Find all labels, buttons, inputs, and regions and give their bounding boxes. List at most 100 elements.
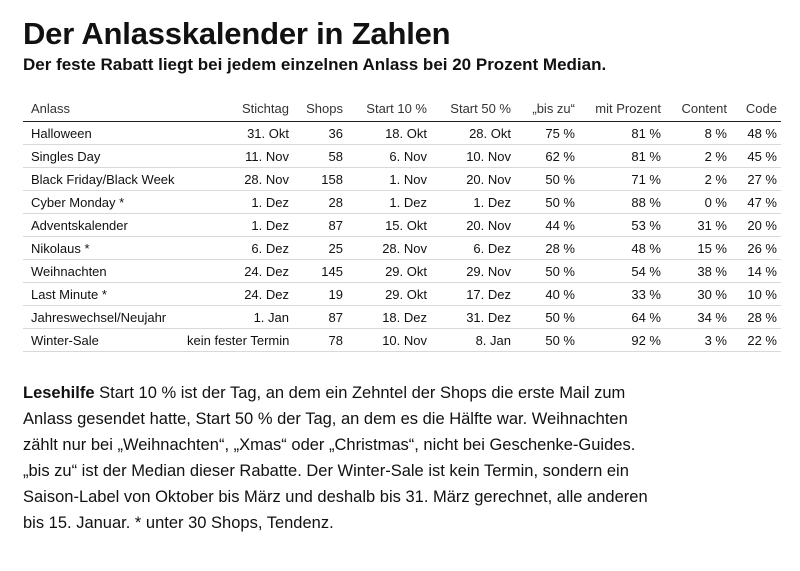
occasion-table: Anlass Stichtag Shops Start 10 % Start 5… [23, 97, 781, 352]
table-cell: 22 % [731, 328, 781, 352]
table-cell: 1. Nov [347, 167, 431, 191]
page-title: Der Anlasskalender in Zahlen [23, 16, 451, 51]
table-cell: 47 % [731, 190, 781, 214]
table-cell: 29. Okt [347, 282, 431, 306]
table-cell: 71 % [579, 167, 665, 191]
table-cell: 75 % [515, 121, 579, 145]
table-cell: 38 % [665, 259, 731, 283]
table-cell: 36 [293, 121, 347, 145]
table-cell: 29. Nov [431, 259, 515, 283]
table-cell: Jahreswechsel/Neujahr [23, 305, 183, 329]
table-cell: 20. Nov [431, 167, 515, 191]
table-cell: Cyber Monday * [23, 190, 183, 214]
table-row: Halloween 31. Okt 36 18. Okt 28. Okt 75 % 81 %… [23, 121, 781, 145]
table-cell: 50 % [515, 305, 579, 329]
table-cell: 24. Dez [183, 259, 293, 283]
column-header-start-50: Start 50 % [431, 97, 515, 122]
table-cell: 2 % [665, 167, 731, 191]
table-cell: kein fester Termin [183, 328, 293, 352]
table-cell: 45 % [731, 144, 781, 168]
table-cell: 10. Nov [347, 328, 431, 352]
column-header-content: Content [665, 97, 731, 122]
table-cell: 31. Dez [431, 305, 515, 329]
table-cell: 88 % [579, 190, 665, 214]
table-cell: Adventskalender [23, 213, 183, 237]
table-row: Adventskalender 1. Dez 87 15. Okt 20. Nov 44 … [23, 213, 781, 237]
table-cell: 28. Nov [347, 236, 431, 260]
table-cell: 28 [293, 190, 347, 214]
table-cell: 24. Dez [183, 282, 293, 306]
table-cell: 1. Dez [431, 190, 515, 214]
table-cell: 145 [293, 259, 347, 283]
table-cell: 50 % [515, 328, 579, 352]
table-cell: 2 % [665, 144, 731, 168]
table-cell: 15. Okt [347, 213, 431, 237]
table-cell: 81 % [579, 144, 665, 168]
table-cell: 40 % [515, 282, 579, 306]
table-row: Nikolaus * 6. Dez 25 28. Nov 6. Dez 28 % 48 % 1… [23, 236, 781, 260]
column-header-code: Code [731, 97, 781, 122]
table-row: Singles Day 11. Nov 58 6. Nov 10. Nov 62 % 81 … [23, 144, 781, 168]
table-cell: Nikolaus * [23, 236, 183, 260]
table-cell: 10 % [731, 282, 781, 306]
table-cell: 14 % [731, 259, 781, 283]
table-cell: 8 % [665, 121, 731, 145]
table-cell: 53 % [579, 213, 665, 237]
table-cell: 31 % [665, 213, 731, 237]
table-cell: 10. Nov [431, 144, 515, 168]
table-cell: 28. Nov [183, 167, 293, 191]
table-cell: 6. Nov [347, 144, 431, 168]
table-row: Black Friday/Black Week 28. Nov 158 1. Nov 2… [23, 167, 781, 191]
table-cell: 1. Dez [183, 213, 293, 237]
table-cell: 15 % [665, 236, 731, 260]
table-cell: Winter‑Sale [23, 328, 183, 352]
table-cell: 26 % [731, 236, 781, 260]
table-cell: 44 % [515, 213, 579, 237]
table-cell: 1. Dez [183, 190, 293, 214]
table-cell: 33 % [579, 282, 665, 306]
table-cell: 58 [293, 144, 347, 168]
table-cell: 1. Dez [347, 190, 431, 214]
reading-help-label: Lesehilfe [23, 384, 95, 402]
table-row: Jahreswechsel/Neujahr 1. Jan 87 18. Dez 31. … [23, 305, 781, 329]
table-cell: 81 % [579, 121, 665, 145]
reading-help-text: Start 10 % ist der Tag, an dem ein Zehnt… [23, 384, 648, 532]
table-cell: 28 % [731, 305, 781, 329]
table-row: Cyber Monday * 1. Dez 28 1. Dez 1. Dez 50 % 88… [23, 190, 781, 214]
table-cell: 87 [293, 213, 347, 237]
column-header-stichtag: Stichtag [183, 97, 293, 122]
table-cell: 29. Okt [347, 259, 431, 283]
table-cell: 158 [293, 167, 347, 191]
reading-help: Lesehilfe Start 10 % ist der Tag, an dem… [23, 380, 663, 536]
table-cell: 28. Okt [431, 121, 515, 145]
table-body: Halloween 31. Okt 36 18. Okt 28. Okt 75 % 81 %… [23, 121, 781, 352]
page-subtitle: Der feste Rabatt liegt bei jedem einzeln… [23, 55, 607, 74]
table-cell: Singles Day [23, 144, 183, 168]
page: Der Anlasskalender in Zahlen Der feste R… [23, 14, 781, 532]
table-cell: 6. Dez [183, 236, 293, 260]
column-header-anlass: Anlass [23, 97, 183, 122]
table-row: Winter‑Sale kein fester Termin 78 10. Nov 8.… [23, 328, 781, 352]
table-cell: Halloween [23, 121, 183, 145]
table-cell: 25 [293, 236, 347, 260]
table-cell: 28 % [515, 236, 579, 260]
table-cell: 8. Jan [431, 328, 515, 352]
table-cell: 92 % [579, 328, 665, 352]
table-cell: 78 [293, 328, 347, 352]
table-cell: 1. Jan [183, 305, 293, 329]
table-cell: 50 % [515, 190, 579, 214]
table-row: Weihnachten 24. Dez 145 29. Okt 29. Nov 50 % 5… [23, 259, 781, 283]
table-cell: 18. Dez [347, 305, 431, 329]
table-cell: 20 % [731, 213, 781, 237]
column-header-shops: Shops [293, 97, 347, 122]
table-cell: 0 % [665, 190, 731, 214]
table-row: Last Minute * 24. Dez 19 29. Okt 17. Dez 40 %… [23, 282, 781, 306]
table-cell: Last Minute * [23, 282, 183, 306]
table-cell: 27 % [731, 167, 781, 191]
table-cell: 48 % [579, 236, 665, 260]
table-cell: Weihnachten [23, 259, 183, 283]
table-cell: 50 % [515, 259, 579, 283]
table-cell: 64 % [579, 305, 665, 329]
table-cell: 6. Dez [431, 236, 515, 260]
table-cell: 3 % [665, 328, 731, 352]
